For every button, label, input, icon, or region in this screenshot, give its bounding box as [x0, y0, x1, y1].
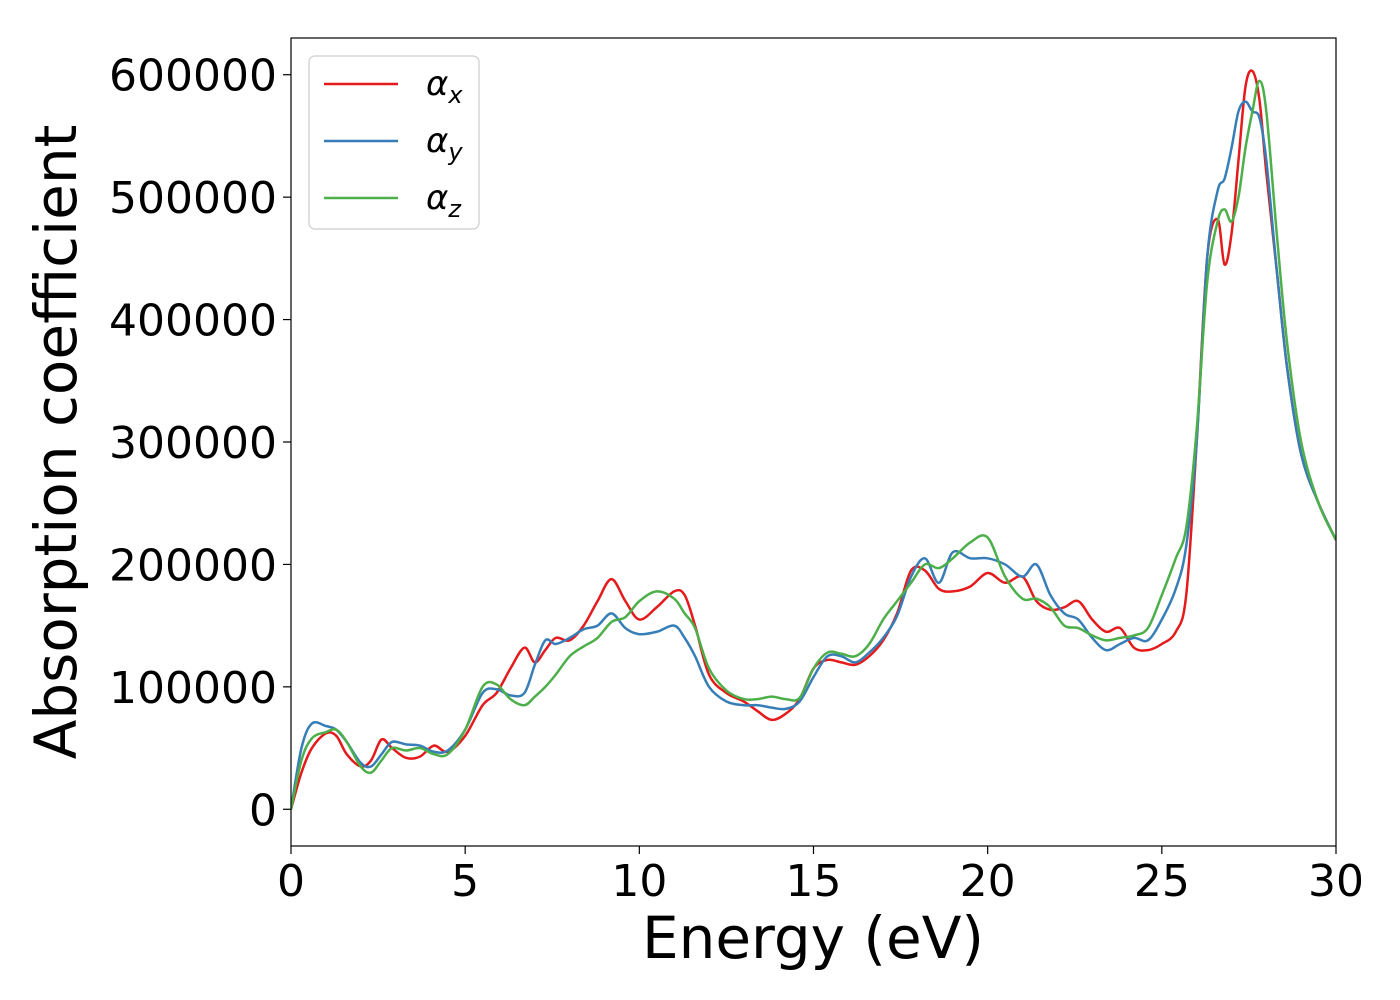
x-axis-label: Energy (eV) — [642, 904, 984, 972]
axis-ticks: 0 5 10 15 20 25 30 0 100000 200000 300000 400000 500… — [109, 51, 1364, 907]
legend-label-z: αz — [426, 178, 462, 223]
y-tick-label: 0 — [249, 785, 277, 836]
legend-label-symbol: α — [426, 64, 448, 104]
x-tick-label: 15 — [786, 856, 842, 907]
y-axis-label: Absorption coefficient — [22, 125, 90, 760]
legend-label-subscript: y — [447, 138, 463, 166]
x-tick-label: 20 — [960, 856, 1016, 907]
legend-label-subscript: z — [447, 195, 462, 223]
legend-label-symbol: α — [426, 178, 448, 218]
legend-label-symbol: α — [426, 121, 448, 161]
y-tick-label: 600000 — [109, 51, 277, 102]
series-line-z — [291, 79, 1336, 810]
x-tick-label: 0 — [277, 856, 305, 907]
y-tick-label: 400000 — [109, 296, 277, 347]
y-tick-label: 100000 — [109, 663, 277, 714]
legend-box — [308, 55, 480, 230]
legend-label-y: αy — [426, 121, 463, 166]
y-tick-label: 300000 — [109, 418, 277, 469]
x-tick-label: 30 — [1308, 856, 1364, 907]
legend-label-x: αx — [426, 64, 463, 109]
legend-label-subscript: x — [447, 81, 463, 109]
series-layer — [291, 69, 1336, 810]
x-tick-label: 10 — [611, 856, 667, 907]
x-tick-label: 5 — [451, 856, 479, 907]
x-tick-label: 25 — [1134, 856, 1190, 907]
y-tick-label: 500000 — [109, 173, 277, 224]
y-tick-label: 200000 — [109, 540, 277, 591]
plot-frame — [290, 37, 1337, 847]
